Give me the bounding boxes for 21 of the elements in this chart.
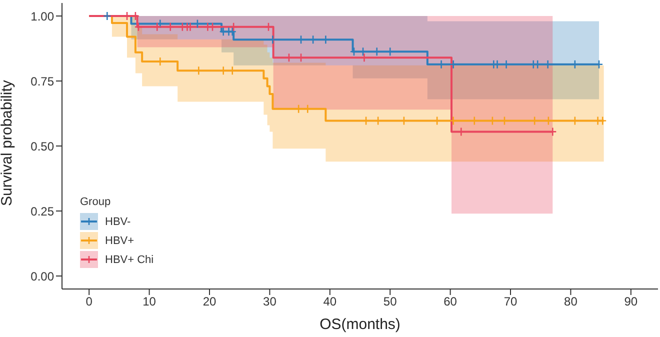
x-tick-label: 80 bbox=[564, 294, 578, 309]
x-tick-label: 0 bbox=[86, 294, 93, 309]
x-tick-label: 20 bbox=[202, 294, 216, 309]
x-axis-title: OS(months) bbox=[320, 316, 400, 333]
y-tick-label: 1.00 bbox=[30, 9, 54, 24]
x-tick-label: 90 bbox=[624, 294, 638, 309]
x-tick-label: 40 bbox=[323, 294, 337, 309]
y-axis-title: Survival probability bbox=[0, 80, 16, 206]
x-tick-label: 70 bbox=[504, 294, 518, 309]
legend-label: HBV- bbox=[105, 216, 131, 228]
x-tick-label: 60 bbox=[444, 294, 458, 309]
legend-title: Group bbox=[80, 196, 112, 208]
x-tick-label: 10 bbox=[142, 294, 156, 309]
x-tick-label: 30 bbox=[263, 294, 277, 309]
x-tick-label: 50 bbox=[383, 294, 398, 309]
legend-label: HBV+ bbox=[105, 234, 134, 246]
y-tick-label: 0.00 bbox=[30, 269, 54, 284]
legend-label: HBV+ Chi bbox=[105, 254, 154, 266]
y-tick-label: 0.50 bbox=[30, 139, 54, 154]
y-tick-label: 0.25 bbox=[30, 204, 54, 218]
y-tick-label: 0.75 bbox=[30, 74, 54, 88]
